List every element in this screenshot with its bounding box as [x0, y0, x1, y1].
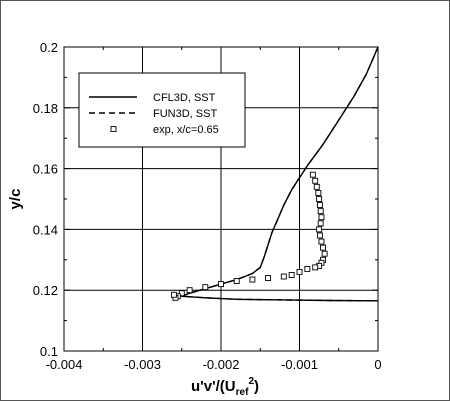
x-tick-label: -0.002: [203, 357, 240, 372]
y-tick-label: 0.1: [40, 344, 58, 359]
fun3d-sst-line: [181, 46, 379, 302]
exp-data-point: [312, 177, 319, 184]
exp-data-point: [321, 250, 328, 257]
exp-data-point: [304, 265, 311, 272]
axis-ticks: [63, 46, 379, 352]
series-layer: [170, 46, 379, 302]
exp-data-point: [312, 264, 319, 271]
y-tick-label: 0.14: [33, 222, 58, 237]
exp-data-point: [317, 208, 324, 215]
y-tick-label: 0.16: [33, 162, 58, 177]
exp-data-point: [280, 273, 287, 280]
x-axis-label-sup: 2: [248, 376, 254, 387]
exp-data-point: [318, 238, 325, 245]
legend: CFL3D, SST FUN3D, SST exp, x/c=0.65: [78, 72, 246, 148]
legend-box: [78, 72, 246, 148]
x-axis-label-main: u'v'/(U: [191, 378, 236, 395]
y-tick-label: 0.18: [33, 101, 58, 116]
exp-data-point: [178, 290, 185, 297]
legend-exp-label: exp, x/c=0.65: [153, 124, 219, 136]
exp-data-point: [316, 232, 323, 239]
exp-data-point: [318, 214, 325, 221]
exp-data-point: [315, 189, 322, 196]
exp-data-point: [316, 196, 323, 202]
x-tick-label: -0.001: [281, 357, 318, 372]
exp-data-point: [265, 275, 272, 281]
legend-cfl3d-label: CFL3D, SST: [153, 92, 216, 104]
x-tick-label: -0.004: [46, 357, 83, 372]
y-axis-label: y/c: [7, 189, 24, 210]
x-tick-label: -0.003: [124, 357, 161, 372]
exp-data-point: [218, 281, 224, 288]
exp-data-point: [202, 284, 209, 291]
exp-data-point: [170, 291, 177, 298]
x-axis-label-sub: ref: [236, 387, 249, 398]
exp-data-point: [313, 183, 320, 190]
y-tick-label: 0.2: [40, 40, 58, 55]
y-tick-label: 0.12: [33, 283, 58, 298]
x-tick-label: 0: [374, 357, 381, 372]
legend-fun3d-label: FUN3D, SST: [153, 108, 217, 120]
exp-data-point: [233, 278, 240, 285]
exp-data-point: [316, 202, 323, 209]
x-axis-label: u'v'/(Uref2): [191, 376, 259, 398]
exp-data-point: [317, 220, 324, 227]
exp-data-point: [288, 272, 295, 278]
exp-data-point: [296, 269, 303, 275]
exp-data-point: [186, 287, 193, 294]
x-axis-label-close: ): [254, 378, 259, 395]
exp-data-point: [320, 244, 326, 251]
legend-exp-marker: [110, 126, 117, 132]
exp-data-point: [316, 226, 323, 233]
exp-data-point: [249, 276, 256, 283]
exp-data-point: [309, 171, 316, 178]
